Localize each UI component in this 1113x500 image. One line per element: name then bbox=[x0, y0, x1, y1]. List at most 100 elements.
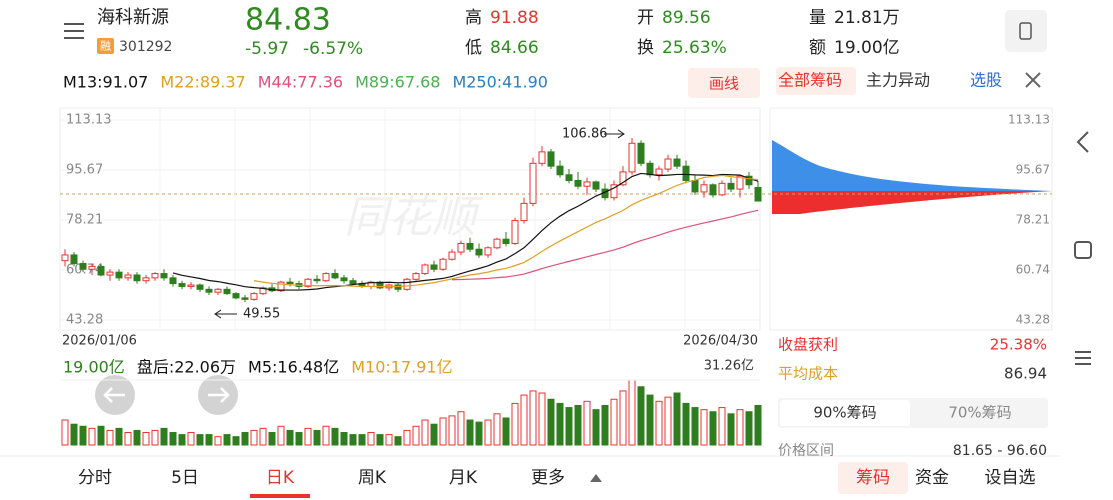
nav-tab[interactable]: 月K bbox=[449, 468, 478, 488]
candle-body bbox=[151, 273, 159, 279]
candle-body bbox=[754, 186, 762, 202]
candle-body bbox=[340, 277, 348, 282]
chip-tab[interactable]: 选股 bbox=[970, 71, 1002, 90]
candle-body bbox=[430, 264, 438, 270]
stat-value: 84.66 bbox=[490, 38, 539, 58]
candle-body bbox=[583, 181, 591, 187]
device-icon bbox=[1019, 22, 1032, 40]
candle-body bbox=[610, 184, 618, 199]
candle-body bbox=[250, 293, 258, 300]
change-pct: -6.57% bbox=[303, 39, 363, 59]
draw-button[interactable] bbox=[688, 68, 760, 98]
volume-bar bbox=[430, 423, 438, 446]
chip-subtab-active bbox=[780, 400, 910, 426]
volume-bar bbox=[151, 429, 159, 446]
volume-bar bbox=[88, 427, 96, 446]
action-button[interactable]: 资金 bbox=[915, 468, 949, 488]
candle-body bbox=[394, 284, 402, 290]
volume-bar bbox=[403, 429, 411, 446]
candle-body bbox=[349, 280, 357, 285]
candle-body bbox=[493, 238, 501, 249]
chip-subtab[interactable]: 70%筹码 bbox=[948, 404, 1011, 422]
volume-bar bbox=[520, 394, 528, 446]
candle-body bbox=[655, 168, 663, 176]
candle-body bbox=[160, 273, 168, 279]
volume-bar bbox=[664, 396, 672, 446]
x-label: 2026/04/30 bbox=[683, 334, 758, 349]
nav-tab[interactable]: 日K bbox=[266, 468, 295, 488]
nav-tab[interactable]: 分时 bbox=[78, 468, 112, 488]
volume-bar bbox=[160, 427, 168, 446]
chip-tick-label: 60.74 bbox=[1016, 263, 1050, 277]
stat-value: 19.00亿 bbox=[834, 38, 900, 58]
volume-bar bbox=[196, 434, 204, 446]
candle-body bbox=[196, 284, 204, 290]
candle-body bbox=[313, 278, 321, 282]
candle-body bbox=[646, 162, 654, 176]
volume-bar bbox=[106, 429, 114, 446]
menu-icon[interactable] bbox=[64, 23, 84, 39]
stat-name: 低 bbox=[465, 38, 482, 58]
volume-bar bbox=[142, 432, 150, 446]
action-button[interactable]: 筹码 bbox=[856, 468, 890, 488]
candle-body bbox=[457, 242, 465, 253]
candle-body bbox=[286, 281, 294, 285]
chip-tick-label: 113.13 bbox=[1008, 113, 1050, 127]
max-note: 106.86 bbox=[562, 126, 608, 141]
chip-tab[interactable]: 主力异动 bbox=[866, 71, 930, 90]
chip-subtab[interactable]: 90%筹码 bbox=[813, 404, 876, 422]
max-arrow bbox=[604, 129, 625, 139]
candle-body bbox=[322, 273, 330, 282]
candle-body bbox=[241, 297, 249, 300]
badge: 融 bbox=[100, 40, 111, 53]
candle-body bbox=[70, 254, 78, 265]
action-button[interactable]: 设自选 bbox=[985, 468, 1036, 488]
candle-body bbox=[700, 184, 708, 193]
volume-bar bbox=[529, 390, 537, 446]
volume-bar bbox=[214, 436, 222, 446]
next-arrow bbox=[208, 387, 230, 403]
stat-value: 21.81万 bbox=[834, 8, 900, 28]
cost-label: 平均成本 bbox=[778, 365, 838, 383]
ma-legend: M44:77.36 bbox=[258, 73, 343, 92]
min-arrow bbox=[214, 309, 237, 319]
stat-value: 25.63% bbox=[662, 38, 727, 58]
candle-body bbox=[421, 264, 429, 275]
candle-body bbox=[565, 174, 573, 182]
close-icon[interactable] bbox=[1025, 72, 1041, 88]
candle-body bbox=[205, 288, 213, 293]
ma-legend: M89:67.68 bbox=[355, 73, 440, 92]
candle-body bbox=[592, 181, 600, 190]
stat-name: 高 bbox=[465, 8, 482, 28]
chips-action-bg bbox=[838, 462, 908, 494]
candle-body bbox=[439, 258, 447, 270]
chip-tick-label: 43.28 bbox=[1016, 313, 1050, 327]
nav-tab[interactable]: 5日 bbox=[171, 468, 199, 488]
volume-bar bbox=[367, 432, 375, 446]
volume-bar bbox=[250, 429, 258, 446]
device-button[interactable] bbox=[1005, 10, 1047, 52]
volume-bar bbox=[709, 411, 717, 446]
volume-bar bbox=[232, 436, 240, 446]
min-note: 49.55 bbox=[243, 307, 280, 322]
volume-bar bbox=[601, 404, 609, 446]
volume-bar bbox=[115, 427, 123, 446]
candle-body bbox=[187, 284, 195, 287]
candle-body bbox=[448, 251, 456, 260]
profit-value: 25.38% bbox=[990, 336, 1047, 354]
candle-body bbox=[664, 158, 672, 170]
nav-tab[interactable]: 更多 bbox=[531, 468, 565, 488]
chip-tab[interactable]: 全部筹码 bbox=[778, 71, 842, 90]
volume-bar bbox=[205, 434, 213, 446]
stat-name: 量 bbox=[809, 8, 826, 28]
stock-name: 海科新源 bbox=[97, 7, 169, 28]
candle-body bbox=[214, 288, 222, 293]
volume-bar bbox=[646, 394, 654, 446]
nav-tab[interactable]: 周K bbox=[358, 468, 387, 488]
candle-body bbox=[673, 158, 681, 167]
stat-name: 换 bbox=[637, 38, 654, 58]
volume-bar bbox=[187, 432, 195, 446]
system-nav[interactable] bbox=[1074, 131, 1092, 365]
volume-bar bbox=[619, 390, 627, 446]
candle-body bbox=[538, 151, 546, 164]
